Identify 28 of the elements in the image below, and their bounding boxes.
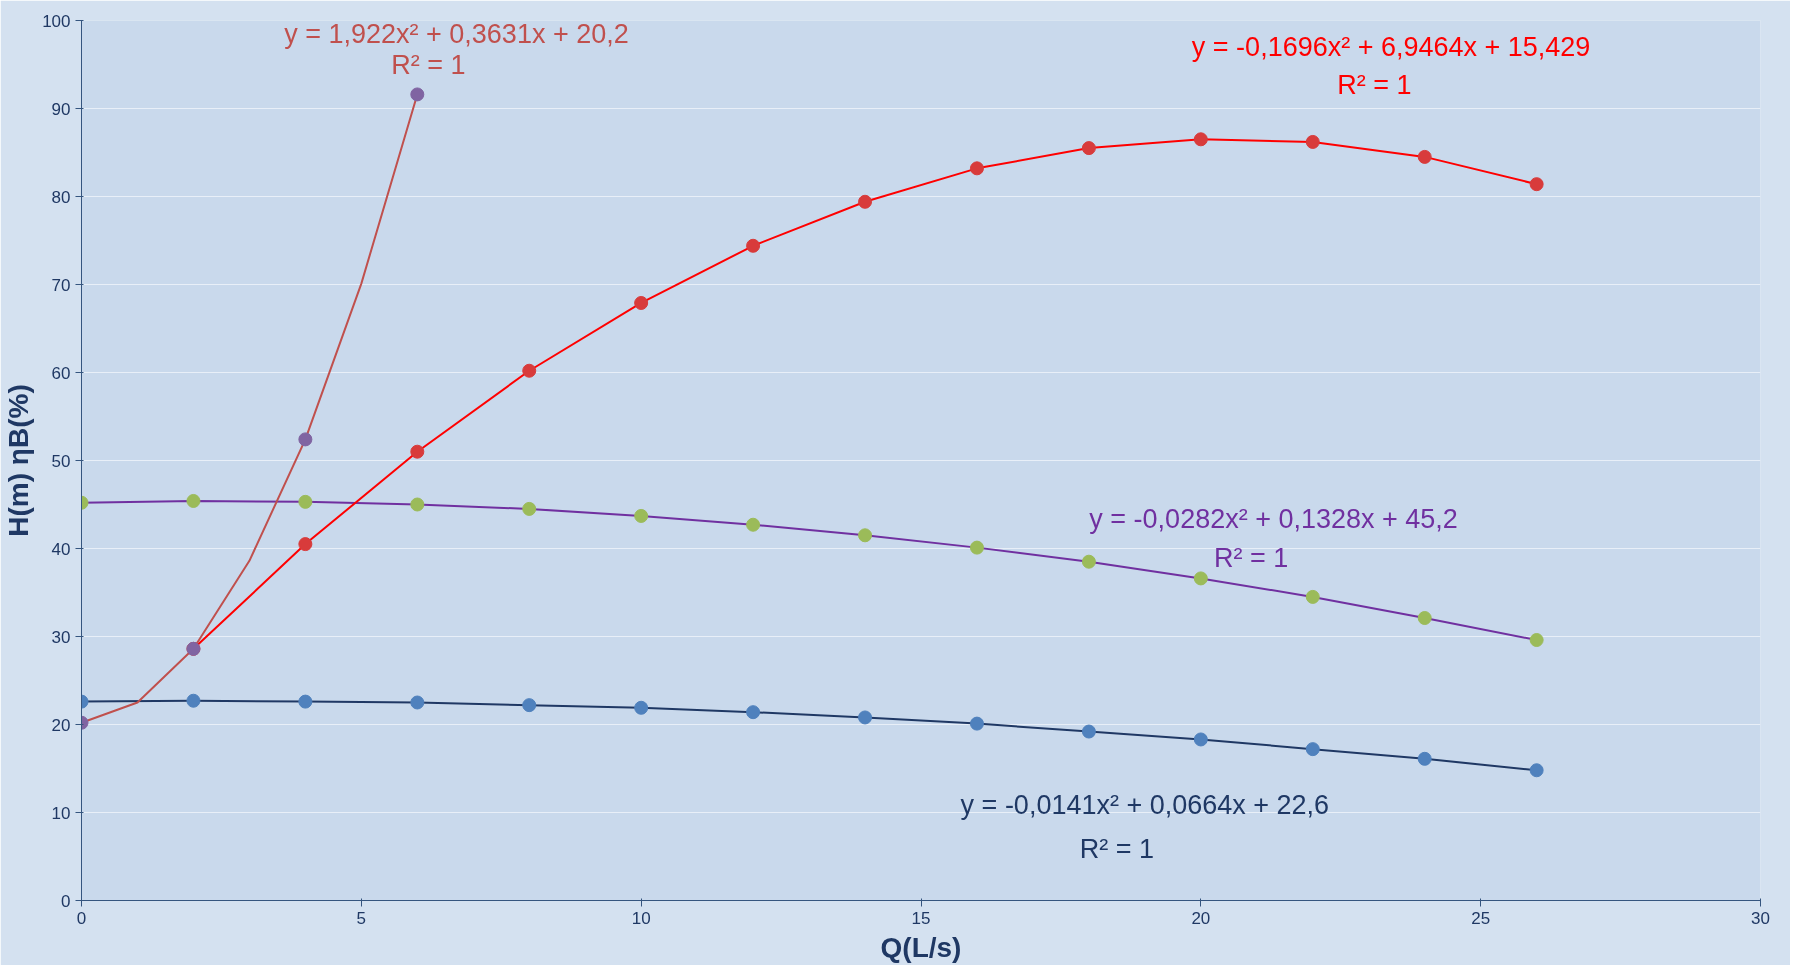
annotation: y = 1,922x² + 0,3631x + 20,2: [284, 18, 629, 49]
x-tick-label: 30: [1751, 908, 1770, 928]
y-tick-label: 100: [42, 11, 71, 31]
y-tick-label: 10: [51, 803, 71, 823]
x-axis-title: Q(L/s): [880, 931, 962, 963]
annotation: R² = 1: [1214, 543, 1289, 574]
x-tick-label: 25: [1471, 908, 1491, 928]
y-tick-label: 40: [51, 539, 71, 559]
y-tick-label: 90: [51, 99, 71, 119]
y-tick-label: 0: [61, 891, 71, 911]
annotation: R² = 1: [391, 49, 466, 80]
annotation: R² = 1: [1337, 69, 1412, 100]
y-tick-label: 80: [51, 187, 71, 207]
x-tick-label: 5: [356, 908, 367, 928]
x-tick-label: 20: [1191, 908, 1211, 928]
x-tick-label: 10: [631, 908, 651, 928]
y-tick-label: 20: [51, 715, 71, 735]
y-tick-label: 30: [51, 627, 71, 647]
x-tick-label: 15: [911, 908, 931, 928]
annotation: R² = 1: [1079, 834, 1155, 865]
x-tick-label: 0: [76, 908, 87, 928]
y-axis-title: H(m) ηB(%): [3, 384, 35, 537]
annotation: y = -0,0282x² + 0,1328x + 45,2: [1089, 504, 1458, 535]
y-tick-label: 70: [51, 275, 71, 295]
annotation: y = -0,1696x² + 6,9464x + 15,429: [1191, 31, 1591, 62]
y-tick-label: 60: [51, 363, 71, 383]
y-tick-label: 50: [51, 451, 71, 471]
annotation: y = -0,0141x² + 0,0664x + 22,6: [960, 790, 1330, 821]
